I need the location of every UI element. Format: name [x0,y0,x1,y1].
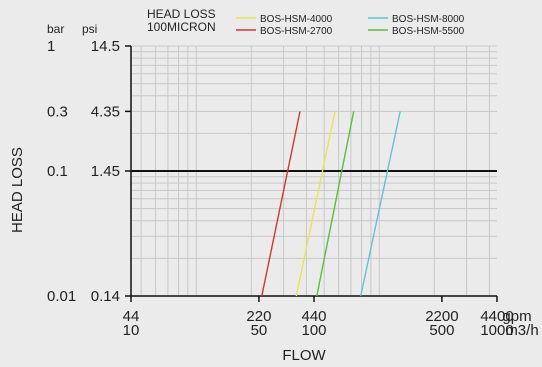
x-tick-label-gpm: 2200 [425,308,458,325]
y-tick-label-psi: 1.45 [91,163,120,180]
x-tick-label-gpm: 44 [123,308,140,325]
x-tick-label-m3h: 50 [251,322,268,339]
x-tick-label-m3h: 10 [123,322,140,339]
y-tick-label-psi: 4.35 [91,103,120,120]
x-unit-gpm: gpm [502,308,531,325]
y-unit-psi: psi [82,22,97,36]
y-tick-label-bar: 0.3 [47,103,68,120]
series-line-bos-hsm-2700 [261,111,301,297]
legend-label-bos-hsm-5500: BOS-HSM-5500 [392,26,465,37]
y-axis-title: HEAD LOSS [9,147,26,233]
chart-title-line: HEAD LOSS [147,7,216,21]
y-unit-bar: bar [47,22,64,36]
y-tick-label-psi: 14.5 [91,38,120,55]
x-axis-title: FLOW [282,347,326,364]
x-tick-label-gpm: 4400 [480,308,513,325]
y-tick-label-bar: 0.1 [47,163,68,180]
legend-label-bos-hsm-4000: BOS-HSM-4000 [260,14,333,25]
series-lines [261,111,401,297]
legend-label-bos-hsm-2700: BOS-HSM-2700 [260,26,333,37]
series-line-bos-hsm-5500 [316,111,355,297]
x-unit-m3h: m3/h [505,322,538,339]
series-line-bos-hsm-8000 [360,111,401,297]
x-tick-label-gpm: 440 [301,308,326,325]
axes [125,45,498,302]
y-tick-label-bar: 1 [47,38,55,55]
x-tick-label-gpm: 220 [246,308,271,325]
x-tick-label-m3h: 1000 [480,322,513,339]
legend-label-bos-hsm-8000: BOS-HSM-8000 [392,14,465,25]
x-tick-label-m3h: 500 [429,322,454,339]
series-line-bos-hsm-4000 [295,111,336,297]
x-tick-label-m3h: 100 [301,322,326,339]
chart-title-line: 100MICRON [147,20,216,34]
y-tick-label-bar: 0.01 [47,288,76,305]
y-tick-label-psi: 0.14 [91,288,120,305]
